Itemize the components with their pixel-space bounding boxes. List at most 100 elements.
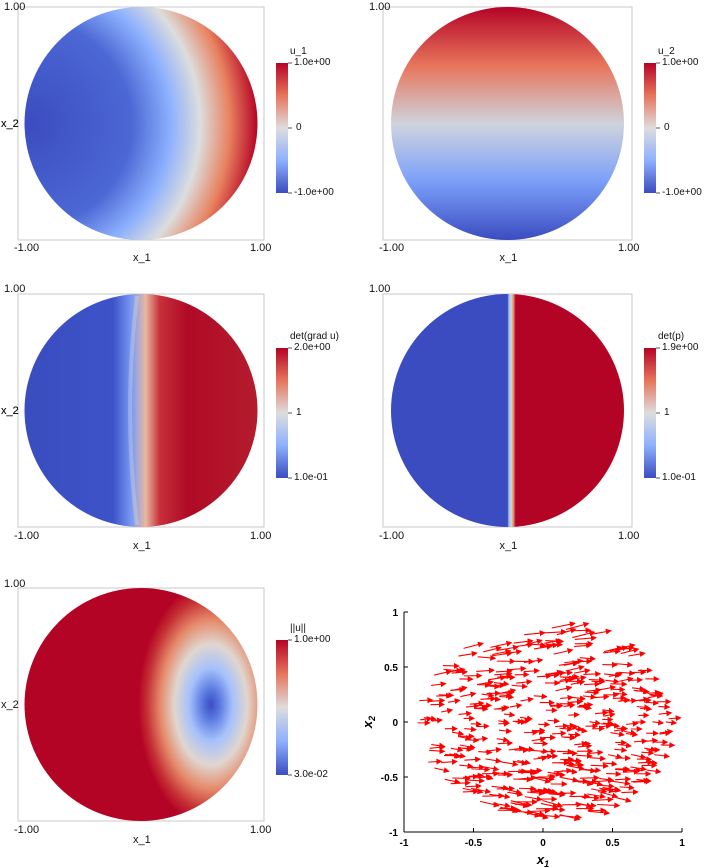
quiver-arrow bbox=[531, 776, 552, 784]
quiver-arrow bbox=[471, 766, 491, 773]
quiver-arrow bbox=[628, 651, 646, 658]
quiver-arrow bbox=[577, 702, 591, 709]
quiver-arrow bbox=[467, 764, 486, 771]
quiver-arrow bbox=[652, 719, 665, 726]
quiver-arrow bbox=[508, 665, 527, 672]
y-axis-label: x_2 bbox=[1, 404, 19, 417]
quiver-arrow bbox=[577, 740, 592, 747]
quiver-arrow bbox=[579, 655, 597, 662]
quiver-arrow bbox=[516, 679, 533, 685]
quiver-arrow bbox=[518, 785, 537, 792]
quiver-arrow bbox=[476, 667, 495, 674]
quiver-arrow bbox=[521, 746, 535, 753]
quiver-arrow bbox=[532, 728, 546, 735]
quiver-arrow bbox=[431, 742, 446, 749]
quiver-arrow bbox=[512, 809, 534, 816]
quiver-arrow bbox=[447, 667, 466, 674]
quiver-arrow bbox=[527, 807, 551, 814]
quiver-arrow bbox=[441, 707, 454, 714]
quiver-arrow bbox=[551, 621, 576, 629]
colorbar-min-label: 1.0e-01 bbox=[294, 472, 328, 483]
quiver-arrow bbox=[614, 746, 628, 753]
x-axis-label: x_1 bbox=[133, 834, 151, 846]
quiver-arrow bbox=[451, 669, 469, 676]
quiver-arrow bbox=[491, 784, 510, 791]
quiver-arrow bbox=[475, 705, 489, 712]
quiver-arrow bbox=[615, 796, 632, 803]
quiver-arrow bbox=[654, 752, 671, 759]
quiver-arrow bbox=[468, 772, 484, 779]
y-tick-label: 1.00 bbox=[369, 283, 391, 295]
x-tick-label: -0.5 bbox=[465, 838, 483, 849]
quiver-arrow bbox=[602, 707, 615, 714]
quiver-arrow bbox=[556, 627, 577, 636]
quiver-arrow bbox=[486, 696, 501, 703]
quiver-arrow bbox=[464, 777, 485, 784]
quiver-arrow bbox=[633, 688, 650, 695]
quiver-arrow bbox=[603, 712, 616, 718]
quiver-arrow bbox=[444, 778, 461, 785]
quiver-arrow bbox=[570, 679, 586, 686]
quiver-arrow bbox=[459, 762, 474, 769]
quiver-arrow bbox=[556, 669, 573, 676]
quiver-arrow bbox=[568, 731, 582, 738]
quiver-arrow bbox=[429, 748, 446, 755]
colorbar-title: u_2 bbox=[658, 46, 675, 57]
quiver-arrow bbox=[495, 704, 510, 711]
quiver-arrow bbox=[558, 760, 576, 767]
colorbar-mid-label: 1 bbox=[296, 407, 302, 418]
quiver-arrow bbox=[466, 703, 480, 710]
quiver-arrow bbox=[589, 755, 607, 762]
quiver-arrow bbox=[572, 630, 596, 639]
quiver-x-axis-label: x1 bbox=[536, 852, 549, 868]
quiver-arrow bbox=[591, 787, 608, 794]
quiver-arrow bbox=[548, 791, 566, 798]
quiver-arrow bbox=[462, 787, 484, 795]
quiver-arrow bbox=[618, 697, 631, 704]
quiver-arrow bbox=[436, 692, 453, 699]
quiver-arrow bbox=[547, 717, 560, 724]
quiver-arrow bbox=[537, 753, 554, 760]
quiver-arrow bbox=[513, 638, 534, 645]
x-tick-label-min: -1.00 bbox=[379, 530, 405, 542]
quiver-arrow bbox=[630, 765, 648, 772]
quiver-arrow bbox=[607, 753, 623, 760]
quiver-arrow bbox=[459, 743, 476, 750]
y-tick-label: -0.5 bbox=[381, 773, 399, 784]
quiver-arrow bbox=[573, 668, 591, 675]
quiver-arrow bbox=[665, 719, 678, 726]
quiver-arrow bbox=[538, 813, 561, 820]
quiver-arrow bbox=[641, 749, 655, 756]
quiver-arrow bbox=[615, 776, 632, 783]
quiver-arrow bbox=[547, 770, 563, 777]
quiver-arrow bbox=[637, 759, 654, 766]
quiver-arrow bbox=[640, 705, 653, 712]
quiver-arrow bbox=[499, 694, 515, 701]
quiver-arrow bbox=[576, 752, 593, 759]
quiver-arrow bbox=[511, 683, 528, 690]
quiver-arrow bbox=[531, 736, 547, 743]
quiver-arrow bbox=[457, 734, 472, 741]
colorbar bbox=[276, 640, 288, 775]
field-disk bbox=[391, 7, 624, 240]
y-axis-label: x_2 bbox=[1, 698, 19, 711]
quiver-arrow bbox=[498, 718, 510, 725]
quiver-arrow bbox=[658, 710, 673, 717]
y-tick-label: 1.00 bbox=[4, 1, 26, 13]
quiver-arrow bbox=[590, 762, 610, 769]
quiver-arrow bbox=[566, 764, 586, 772]
quiver-arrow bbox=[497, 740, 514, 747]
x-tick-label: 0.5 bbox=[606, 838, 620, 849]
quiver-arrow bbox=[540, 802, 559, 809]
quiver-arrow bbox=[603, 645, 623, 653]
colorbar-min-label: -1.0e+00 bbox=[294, 187, 334, 198]
quiver-arrow bbox=[552, 730, 567, 737]
quiver-arrow bbox=[636, 704, 651, 711]
quiver-arrow bbox=[545, 669, 563, 676]
quiver-arrow bbox=[618, 670, 636, 677]
quiver-arrow bbox=[496, 785, 516, 792]
x-tick-label-min: -1.00 bbox=[14, 824, 40, 836]
quiver-arrow bbox=[509, 702, 523, 709]
x-tick-label-max: 1.00 bbox=[250, 242, 272, 254]
y-tick-label: 1 bbox=[392, 608, 398, 619]
